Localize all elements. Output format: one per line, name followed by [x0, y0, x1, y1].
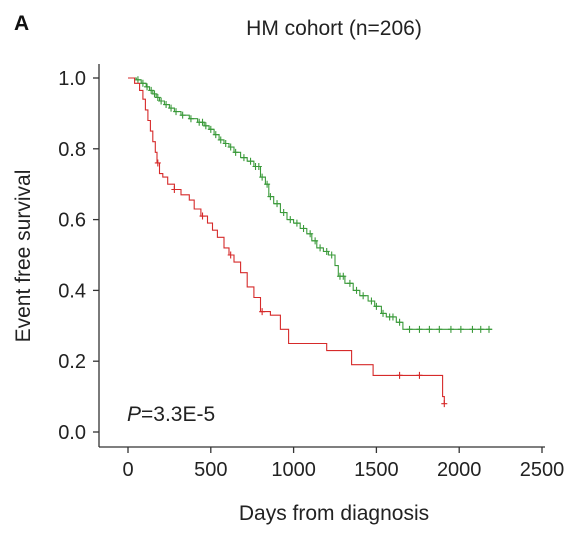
censor-mark — [217, 136, 224, 144]
censor-mark — [247, 157, 254, 165]
censor-mark — [267, 193, 274, 201]
censor-mark — [323, 247, 330, 255]
censor-mark — [312, 237, 319, 245]
censor-mark — [227, 251, 234, 259]
chart-title: HM cohort (n=206) — [246, 17, 422, 40]
censor-mark — [212, 131, 219, 139]
censor-mark — [360, 292, 367, 300]
censor-mark — [144, 83, 151, 91]
censor-mark — [346, 279, 353, 287]
censor-mark — [469, 325, 476, 333]
y-tick-label: 0.0 — [58, 422, 86, 444]
censor-mark — [328, 251, 335, 259]
censor-mark — [396, 318, 403, 326]
censor-mark — [416, 325, 423, 333]
censor-mark — [139, 79, 146, 87]
censor-mark — [280, 209, 287, 217]
censor-mark — [207, 125, 214, 133]
censor-mark — [179, 111, 186, 119]
censor-mark — [199, 118, 206, 126]
censor-mark — [134, 76, 141, 84]
survival-curve-2 — [128, 77, 445, 404]
y-tick-label: 1.0 — [58, 68, 86, 90]
censor-mark — [486, 325, 493, 333]
censor-mark — [340, 272, 347, 280]
x-tick-label: 0 — [122, 459, 133, 481]
censor-mark — [163, 101, 170, 109]
censor-mark — [447, 325, 454, 333]
censor-mark — [380, 309, 387, 317]
censor-mark — [202, 122, 209, 130]
censor-mark — [368, 297, 375, 305]
x-axis-label: Days from diagnosis — [239, 502, 429, 525]
censor-mark — [436, 325, 443, 333]
censor-mark — [307, 230, 314, 238]
y-axis-ticks: 0.0 0.2 0.4 0.6 0.8 1.0 — [58, 68, 99, 444]
y-tick-label: 0.2 — [58, 351, 86, 373]
x-tick-label: 1500 — [354, 459, 399, 481]
y-tick-label: 0.4 — [58, 280, 86, 302]
censor-mark — [154, 93, 161, 101]
p-value: =3.3E-5 — [141, 403, 215, 426]
censor-mark — [173, 108, 180, 116]
censor-mark — [171, 186, 178, 194]
censor-mark — [317, 244, 324, 252]
x-axis-ticks: 0 500 1000 1500 2000 2500 — [122, 447, 564, 481]
censor-mark — [300, 224, 307, 232]
censor-mark — [457, 325, 464, 333]
censor-mark — [353, 286, 360, 294]
censor-mark — [168, 104, 175, 112]
censor-mark — [274, 200, 281, 208]
x-tick-label: 2500 — [520, 459, 565, 481]
censor-mark — [151, 90, 158, 98]
p-symbol: P — [127, 403, 141, 426]
censor-mark — [255, 163, 262, 170]
censor-mark — [199, 212, 206, 220]
censor-mark — [293, 219, 300, 227]
censor-mark — [406, 325, 413, 333]
y-axis-label: Event free survival — [12, 170, 35, 343]
x-tick-label: 2000 — [437, 459, 482, 481]
censor-mark — [287, 216, 294, 224]
censor-mark — [222, 139, 229, 147]
y-tick-label: 0.6 — [58, 210, 86, 232]
panel-label: A — [14, 12, 29, 35]
p-value-annotation: P=3.3E-5 — [127, 403, 215, 426]
censor-mark — [148, 86, 155, 94]
censor-mark — [232, 148, 239, 156]
survival-curves — [128, 76, 493, 408]
censor-mark — [389, 313, 396, 321]
censor-mark — [154, 159, 161, 167]
censor-mark — [396, 371, 403, 379]
censor-mark — [264, 180, 271, 188]
censor-mark — [187, 115, 194, 123]
censor-mark — [240, 154, 247, 162]
censor-mark — [373, 302, 380, 310]
censor-mark — [416, 371, 423, 379]
censor-mark — [426, 325, 433, 333]
x-tick-label: 500 — [194, 459, 227, 481]
censor-mark — [477, 325, 484, 333]
y-tick-label: 0.8 — [58, 139, 86, 161]
censor-mark — [259, 308, 266, 316]
censor-mark — [227, 143, 234, 151]
x-tick-label: 1000 — [271, 459, 316, 481]
censor-mark — [441, 400, 448, 408]
axes — [98, 64, 545, 448]
censor-mark — [259, 173, 266, 181]
censor-mark — [158, 97, 165, 105]
